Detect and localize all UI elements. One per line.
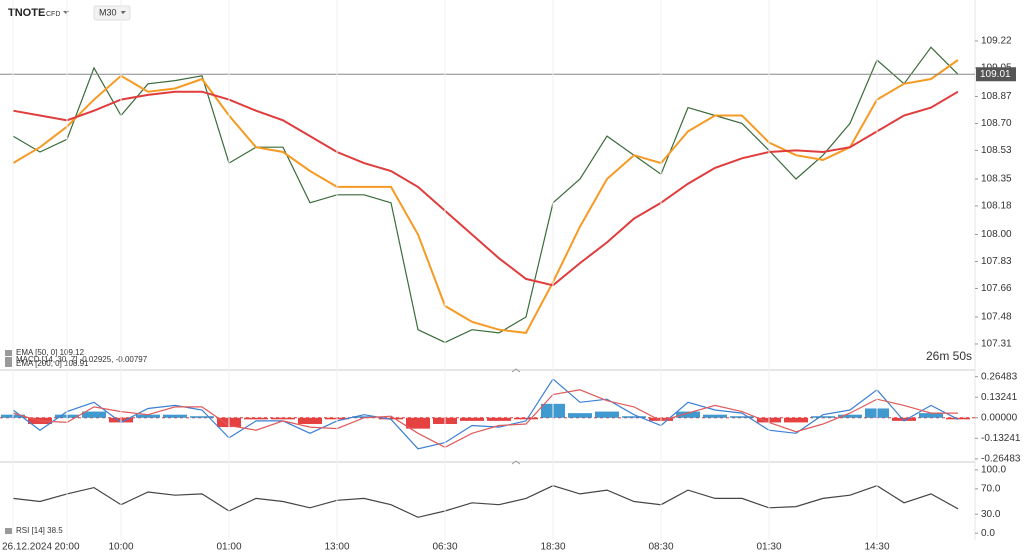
- x-tick-label: 08:30: [648, 542, 673, 553]
- x-tick-label: 18:30: [540, 542, 565, 553]
- histogram-bar: [676, 411, 700, 418]
- y-tick-label: 100.0: [981, 465, 1006, 476]
- line: [12, 59, 959, 334]
- histogram-bar: [136, 414, 160, 418]
- y-tick-label: 107.83: [981, 256, 1012, 267]
- legend-icon: [5, 357, 12, 363]
- histogram-bar: [406, 417, 430, 429]
- legend-icon: [5, 361, 12, 367]
- timeframe: M30: [99, 7, 117, 17]
- line: [12, 46, 959, 344]
- histogram-bar: [946, 417, 970, 420]
- line: [12, 389, 958, 448]
- x-tick-label: 01:30: [756, 542, 781, 553]
- x-tick-label: 20:00: [54, 542, 79, 553]
- current-price-label: 109.01: [980, 69, 1011, 80]
- current-price-box: [976, 67, 1016, 82]
- histogram-bar: [352, 416, 376, 418]
- y-tick-label: 108.35: [981, 174, 1012, 185]
- x-tick-label: 13:00: [324, 542, 349, 553]
- histogram-bar: [568, 413, 592, 418]
- legend-entry: RSI [14] 38.5: [16, 526, 63, 535]
- histogram-bar: [244, 417, 268, 420]
- histogram-bar: [784, 417, 808, 423]
- x-tick-label: 26.12.2024: [2, 542, 52, 553]
- histogram-bar: [460, 417, 484, 421]
- histogram-bar: [82, 411, 106, 418]
- histogram-bar: [298, 417, 322, 424]
- legend-icon: [5, 528, 12, 534]
- resize-handle[interactable]: [511, 368, 521, 373]
- y-tick-label: 109.22: [981, 36, 1012, 47]
- histogram-bar: [271, 417, 295, 420]
- countdown: 26m 50s: [926, 349, 972, 363]
- histogram-bar: [730, 416, 754, 418]
- histogram-bar: [811, 416, 835, 418]
- y-tick-label: -0.13241: [981, 433, 1021, 444]
- line: [12, 90, 959, 287]
- y-tick-label: 0.26483: [981, 371, 1018, 382]
- x-tick-label: 14:30: [864, 542, 889, 553]
- y-tick-label: 30.0: [981, 509, 1001, 520]
- histogram-bar: [838, 414, 862, 418]
- legend-entry: EMA [50, 0] 109.12: [16, 348, 85, 357]
- legend-entry: MACD [14, 30, 7] -0.02925, -0.00797: [16, 355, 148, 364]
- y-tick-label: 107.31: [981, 339, 1012, 350]
- symbol: TNOTE: [8, 7, 45, 19]
- y-tick-label: 108.87: [981, 91, 1012, 102]
- y-tick-label: 70.0: [981, 484, 1001, 495]
- histogram-bar: [487, 417, 511, 421]
- histogram-bar: [892, 417, 916, 421]
- y-tick-label: 108.18: [981, 201, 1012, 212]
- y-tick-label: 108.53: [981, 145, 1012, 156]
- histogram-bar: [595, 411, 619, 418]
- y-tick-label: 107.66: [981, 283, 1012, 294]
- y-tick-label: -0.26483: [981, 454, 1021, 465]
- x-tick-label: 01:00: [216, 542, 241, 553]
- symbol-kind: CFD: [46, 11, 60, 18]
- legend-entry: EMA [200, 0] 108.91: [16, 359, 89, 368]
- histogram-bar: [190, 416, 214, 418]
- x-tick-label: 06:30: [432, 542, 457, 553]
- line: [12, 485, 959, 518]
- histogram-bar: [163, 414, 187, 418]
- histogram-bar: [379, 417, 403, 420]
- y-tick-label: 0.13241: [981, 392, 1018, 403]
- y-tick-label: 0.0: [981, 528, 995, 539]
- y-tick-label: 107.48: [981, 312, 1012, 323]
- x-tick-label: 10:00: [108, 542, 133, 553]
- legend-icon: [5, 350, 12, 356]
- resize-handle[interactable]: [511, 460, 521, 465]
- histogram-bar: [514, 417, 538, 420]
- histogram-bar: [703, 414, 727, 418]
- histogram-bar: [622, 416, 646, 418]
- y-tick-label: 108.00: [981, 229, 1012, 240]
- y-tick-label: 0.00000: [981, 412, 1018, 423]
- y-tick-label: 108.70: [981, 118, 1012, 129]
- histogram-bar: [919, 413, 943, 418]
